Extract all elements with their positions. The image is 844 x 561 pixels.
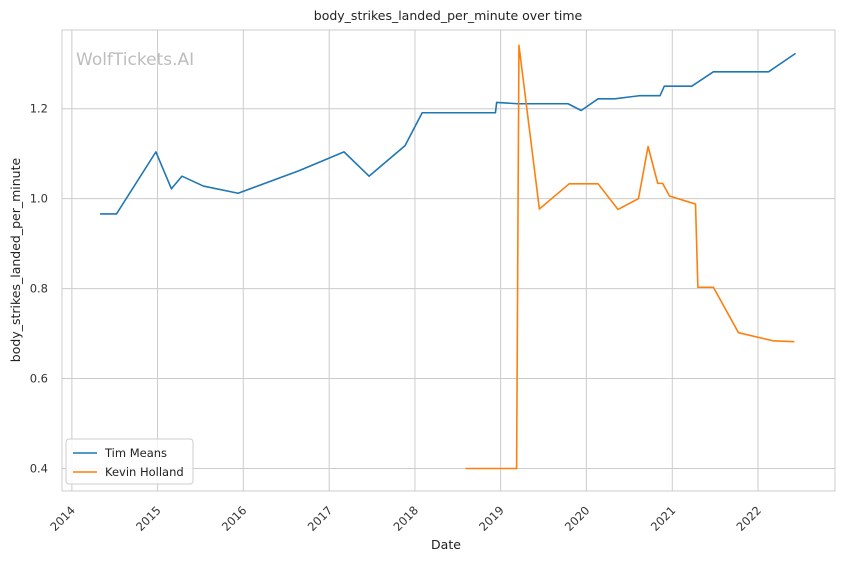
x-tick-label: 2016 — [219, 503, 250, 534]
plot-frame — [61, 29, 836, 492]
watermark: WolfTickets.AI — [76, 50, 194, 70]
y-tick-label: 0.6 — [30, 372, 48, 386]
y-tick-label: 0.4 — [30, 462, 48, 476]
series-line-kevin-holland — [465, 44, 795, 470]
series-lines — [100, 44, 797, 470]
x-tick-label: 2019 — [476, 503, 507, 534]
x-tick-label: 2021 — [648, 503, 679, 534]
x-axis-label: Date — [431, 537, 461, 552]
legend-label-kevin-holland: Kevin Holland — [105, 465, 184, 479]
y-tick-label: 1.0 — [30, 192, 48, 206]
grid — [62, 30, 835, 491]
x-tick-label: 2014 — [47, 503, 78, 534]
x-tick-label: 2022 — [733, 503, 764, 534]
legend-label-tim-means: Tim Means — [104, 446, 167, 460]
x-tick-label: 2018 — [390, 503, 421, 534]
legend: Tim Means Kevin Holland — [65, 438, 194, 485]
y-tick-label: 0.8 — [30, 282, 48, 296]
x-tick-label: 2017 — [305, 503, 336, 534]
chart-title: body_strikes_landed_per_minute over time — [314, 8, 583, 23]
x-tick-label: 2015 — [133, 503, 164, 534]
y-tick-label: 1.2 — [30, 102, 48, 116]
legend-box — [65, 438, 194, 485]
series-line-tim-means — [100, 52, 797, 215]
plot-background — [62, 30, 835, 491]
x-tick-label: 2020 — [562, 503, 593, 534]
y-axis-label: body_strikes_landed_per_minute — [8, 157, 23, 362]
